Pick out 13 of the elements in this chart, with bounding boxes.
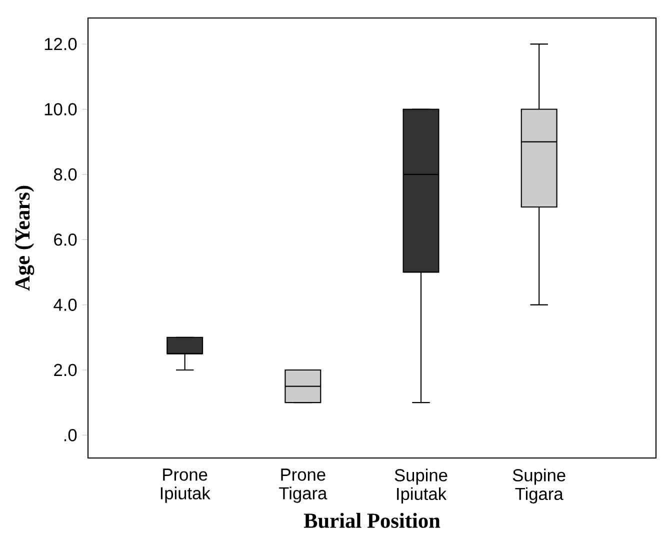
x-axis-title: Burial Position	[304, 512, 440, 528]
y-tick-label: 6.0	[54, 233, 77, 246]
x-tick-label: Supine Ipiutak	[394, 468, 448, 504]
y-tick-label: 2.0	[54, 364, 77, 376]
y-axis-title: Age (Years)	[14, 186, 34, 291]
y-tick-label: 8.0	[54, 168, 77, 181]
x-tick-label: Prone Tigara	[279, 468, 328, 503]
y-tick-label: 4.0	[54, 298, 77, 311]
x-tick-label: Supine Tigara	[512, 468, 566, 504]
y-tick-label: .0	[64, 429, 77, 442]
y-tick-label: 12.0	[44, 38, 77, 50]
y-tick-label: 10.0	[44, 103, 77, 116]
x-tick-label: Prone Ipiutak	[160, 468, 210, 503]
